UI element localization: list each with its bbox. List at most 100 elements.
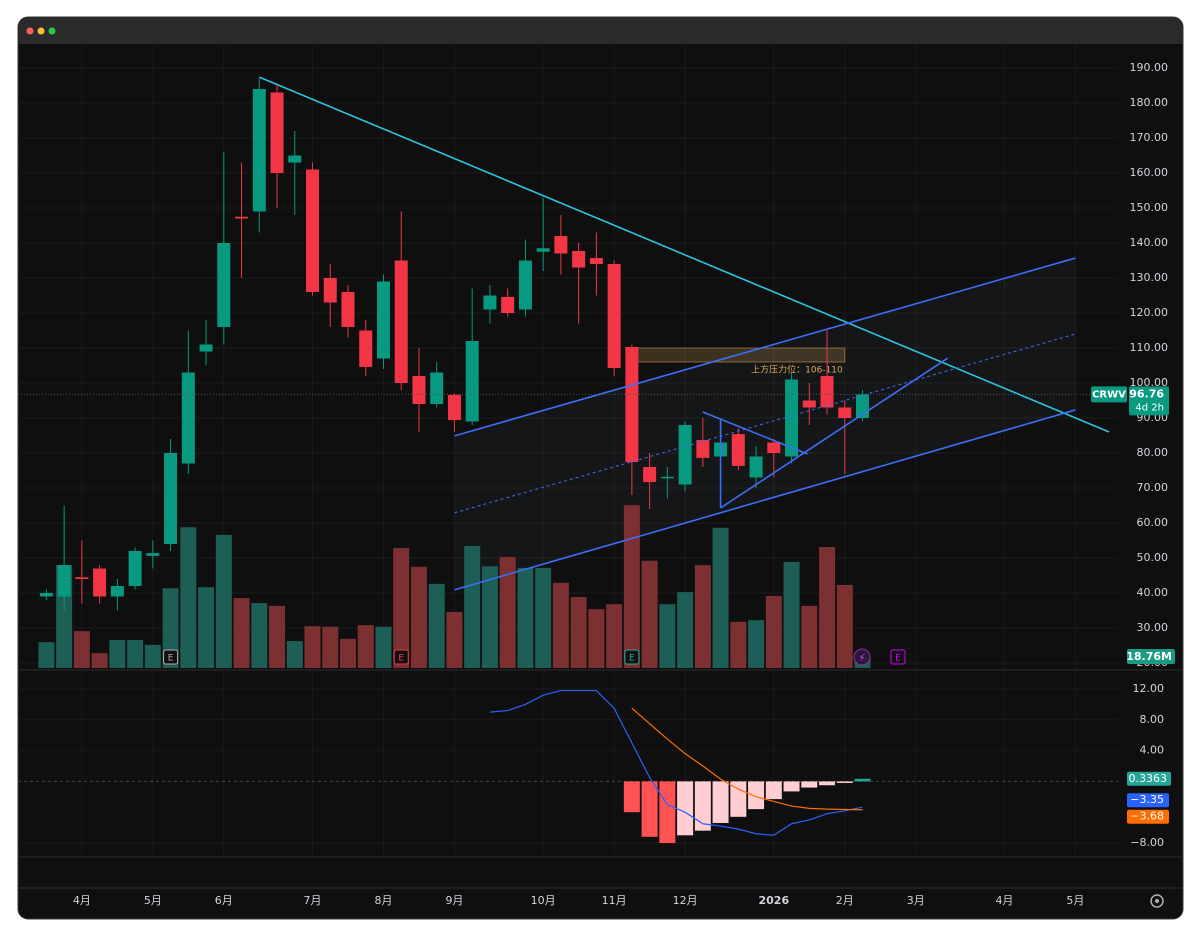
- candle-body: [235, 216, 249, 219]
- histogram-bar: [730, 781, 747, 817]
- settings-button[interactable]: [1150, 894, 1164, 908]
- histogram-bar: [677, 781, 694, 836]
- histogram-badge: 0.3363: [1129, 772, 1168, 785]
- earnings-marker: [624, 649, 640, 665]
- volume-bar: [623, 505, 640, 668]
- histogram-bar: [712, 781, 729, 823]
- candle-body: [660, 476, 674, 479]
- volume-bar: [677, 592, 694, 668]
- macd-line: [631, 707, 863, 811]
- candle-body: [217, 243, 231, 327]
- volume-bar: [357, 625, 374, 668]
- histogram-bar: [819, 781, 836, 786]
- candle-body: [447, 394, 461, 421]
- volume-bar: [481, 566, 498, 668]
- earnings-marker: [890, 649, 906, 665]
- candle-body: [589, 258, 603, 264]
- volume-bar: [180, 527, 197, 668]
- y-tick-label: 150.00: [1130, 201, 1169, 214]
- candle-body: [128, 551, 142, 586]
- symbol-badge-bg: [1091, 386, 1127, 403]
- candle-body: [412, 376, 426, 404]
- candle-body: [838, 407, 852, 418]
- candle-body: [288, 155, 302, 163]
- candle-body: [430, 372, 444, 404]
- x-tick-label: 4月: [73, 894, 91, 907]
- volume-bar: [588, 609, 605, 668]
- y-tick-label: 4.00: [1140, 744, 1165, 757]
- candle-body: [341, 292, 355, 327]
- trend-line: [258, 76, 1110, 433]
- candle-body: [252, 89, 266, 212]
- volume-bar: [765, 595, 782, 668]
- y-tick-label: 50.00: [1137, 551, 1169, 564]
- y-tick-label: 30.00: [1137, 621, 1169, 634]
- volume-bar: [162, 588, 179, 668]
- candle-body: [39, 593, 53, 597]
- volume-bar: [73, 631, 90, 668]
- earnings-marker-label: E: [895, 654, 901, 664]
- x-tick-label: 11月: [602, 894, 627, 907]
- volume-bar: [730, 621, 747, 668]
- candle-body: [802, 400, 816, 408]
- volume-bar: [552, 582, 569, 668]
- volume-bar: [375, 626, 392, 668]
- macd-badge-bg: [1127, 793, 1169, 808]
- price-pane: 上方压力位：106-110: [18, 76, 1118, 668]
- candle-body: [110, 586, 124, 597]
- candle-body: [572, 251, 586, 268]
- y-tick-label: 40.00: [1137, 586, 1169, 599]
- volume-bar: [748, 620, 765, 668]
- earnings-marker-label: E: [398, 654, 404, 664]
- candle-body: [501, 296, 515, 313]
- volume-bar: [91, 653, 108, 668]
- symbol-badge: CRWV: [1092, 389, 1126, 400]
- y-tick-label: 140.00: [1130, 236, 1169, 249]
- histogram-bar: [623, 781, 640, 813]
- zoom-button[interactable]: [48, 27, 56, 35]
- y-tick-label: 100.00: [1130, 376, 1169, 389]
- candle-body: [554, 236, 568, 254]
- candle-body: [93, 568, 107, 597]
- volume-bar: [694, 565, 711, 668]
- candle-body: [678, 425, 692, 485]
- candle-body: [518, 260, 532, 310]
- zone-label: 上方压力位：106-110: [751, 364, 843, 376]
- volume-bar: [464, 545, 481, 668]
- x-tick-label: 6月: [215, 894, 233, 907]
- volume-bar: [570, 597, 587, 668]
- candle-body: [696, 440, 710, 458]
- candle-body: [323, 278, 337, 303]
- volume-bar: [109, 639, 126, 668]
- volume-bar: [198, 587, 215, 668]
- volume-badge: 18.76M: [1126, 650, 1172, 663]
- macd-badge-bg: [1127, 809, 1169, 824]
- close-button[interactable]: [26, 27, 34, 35]
- trend-line: [454, 409, 1076, 591]
- dividend-icon[interactable]: [853, 648, 871, 666]
- candle-body: [749, 456, 763, 478]
- volume-bar: [215, 534, 232, 668]
- volume-bar: [127, 639, 144, 668]
- volume-bar: [819, 547, 836, 668]
- histogram-badge-bg: [1127, 771, 1171, 786]
- candle-body: [785, 379, 799, 457]
- volume-bar: [641, 560, 658, 668]
- y-tick-label: 70.00: [1137, 481, 1169, 494]
- y-tick-label: 180.00: [1130, 96, 1169, 109]
- volume-bar: [286, 641, 303, 668]
- histogram-bar: [641, 781, 658, 837]
- candle-body: [359, 330, 373, 367]
- volume-bar: [393, 548, 410, 668]
- x-tick-label: 12月: [673, 894, 698, 907]
- histogram-bar: [801, 781, 818, 788]
- earnings-marker-label: E: [168, 654, 174, 664]
- minimize-button[interactable]: [37, 27, 45, 35]
- volume-bar: [446, 611, 463, 668]
- volume-bar: [340, 638, 356, 668]
- last-price-badge-bg: [1129, 386, 1169, 416]
- y-tick-label: −8.00: [1130, 836, 1164, 849]
- last-price-badge: 96.76: [1129, 387, 1164, 400]
